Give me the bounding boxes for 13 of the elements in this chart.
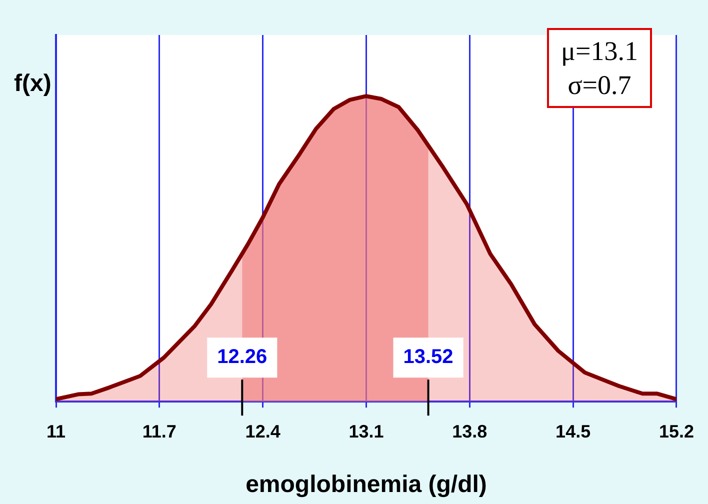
x-tick-label: 13.1 <box>348 421 384 442</box>
text: μ=13.1 <box>561 35 638 68</box>
x-tick-label: 11 <box>46 421 66 442</box>
x-axis-title: emoglobinemia (g/dl) <box>246 471 487 498</box>
x-tick-label: 15.2 <box>658 421 694 442</box>
annotation: σ=0.7 <box>566 69 632 102</box>
x-tick-label: 11.7 <box>142 421 176 442</box>
ref-line-label: 13.52 <box>403 346 454 368</box>
y-axis-title: f(x) <box>14 70 52 98</box>
x-tick-label: 12.4 <box>245 421 280 442</box>
x-tick-label: 13.8 <box>452 421 488 442</box>
ref-line-label: 12.26 <box>217 346 268 368</box>
x-tick-label: 14.5 <box>556 421 591 442</box>
